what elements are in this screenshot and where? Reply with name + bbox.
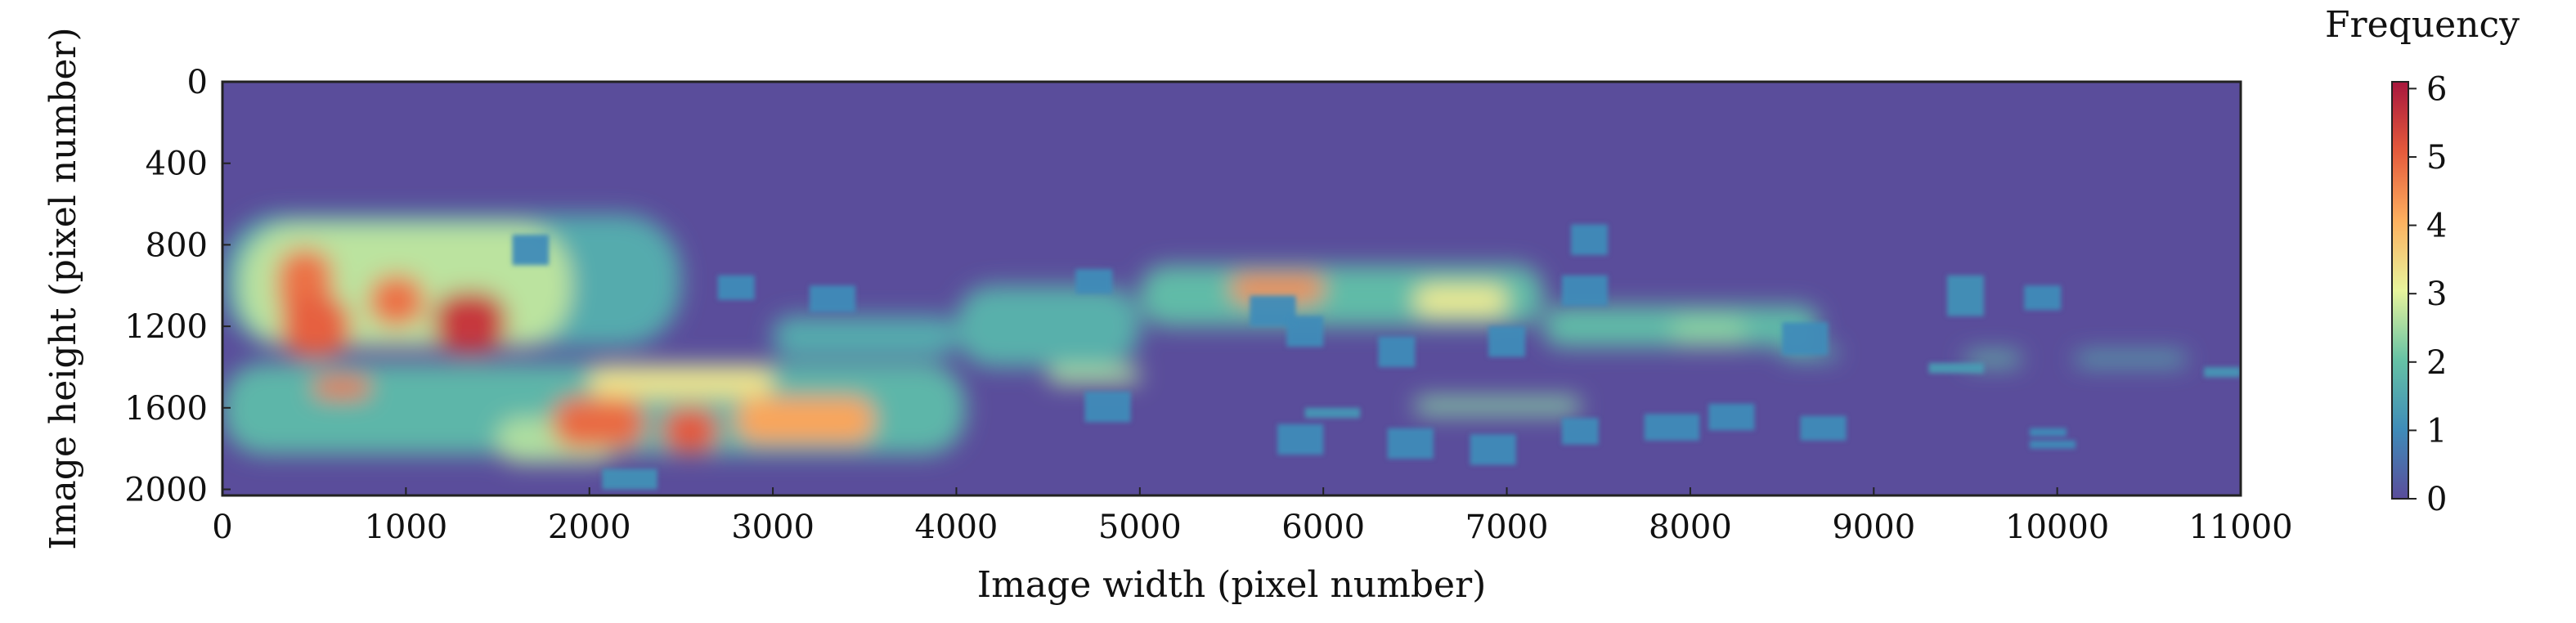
heat-patch [1708, 403, 1755, 431]
colorbar-tick-label: 6 [2426, 70, 2447, 108]
heat-region [589, 366, 774, 398]
x-axis-ticks: 0 1000 2000 3000 4000 5000 6000 7000 8000 9000 100… [212, 487, 2293, 546]
heat-patch [717, 275, 755, 300]
colorbar-tick-label: 1 [2426, 412, 2447, 450]
heat-patch [1387, 428, 1434, 459]
heat-region [736, 397, 874, 443]
heat-patch [1644, 414, 1700, 441]
heat-patch [1782, 322, 1829, 356]
heat-region [2076, 352, 2186, 365]
y-tick-label: 0 [187, 64, 208, 101]
plot-frame [221, 80, 2242, 497]
x-tick-label: 3000 [731, 509, 815, 546]
heat-region [1048, 366, 1140, 383]
x-tick-label: 4000 [915, 509, 999, 546]
x-tick-label: 9000 [1832, 509, 1915, 546]
heat-patch [1378, 336, 1416, 367]
x-tick-label: 2000 [548, 509, 631, 546]
heat-region [956, 285, 1140, 367]
heat-region [1232, 275, 1324, 303]
colorbar-tick-label: 4 [2426, 208, 2447, 245]
heat-patch [2029, 428, 2067, 437]
heat-patch [2029, 440, 2076, 449]
y-tick-label: 1600 [124, 390, 208, 428]
heat-patch [1571, 224, 1608, 255]
heat-patch [1488, 326, 1525, 357]
x-tick-label: 0 [212, 509, 232, 546]
heat-region [314, 377, 370, 398]
heat-region [280, 295, 352, 357]
y-tick-label: 800 [146, 226, 208, 264]
heat-patch [1470, 434, 1516, 465]
colorbar-tick-label: 2 [2426, 344, 2447, 382]
heat-region [662, 407, 718, 453]
heat-patch [1947, 275, 1984, 316]
x-tick-label: 8000 [1649, 509, 1732, 546]
colorbar [2391, 81, 2409, 500]
y-axis-ticks: 0 400 800 1200 1600 2000 [124, 64, 231, 509]
x-axis-title: Image width (pixel number) [977, 564, 1487, 606]
y-axis-title: Image height (pixel number) [43, 27, 84, 549]
heat-patch [602, 468, 657, 490]
x-tick-label: 10000 [2005, 509, 2109, 546]
heat-region [433, 291, 507, 353]
heat-patch [1277, 424, 1324, 455]
colorbar-title: Frequency [2325, 4, 2520, 46]
heat-region [773, 316, 957, 357]
heat-patch [1286, 316, 1324, 347]
heat-layer [222, 214, 2241, 490]
y-tick-label: 2000 [124, 472, 208, 509]
heat-patch [1075, 269, 1113, 294]
heat-region [1965, 352, 2021, 365]
heat-region [1415, 285, 1507, 316]
heat-region [1672, 316, 1746, 347]
heat-patch [512, 234, 550, 266]
heat-patch [809, 285, 856, 312]
x-tick-label: 6000 [1281, 509, 1365, 546]
heat-patch [2204, 366, 2241, 378]
heat-patch [1561, 418, 1599, 445]
x-tick-label: 7000 [1465, 509, 1549, 546]
y-tick-label: 400 [146, 146, 208, 183]
y-tick-label: 1200 [124, 308, 208, 346]
heat-region [369, 275, 424, 327]
heat-patch [1561, 275, 1608, 307]
heat-patch [1084, 391, 1131, 423]
x-tick-label: 11000 [2188, 509, 2292, 546]
heat-patch [1928, 362, 1984, 374]
colorbar-tick-label: 0 [2426, 481, 2447, 518]
heat-patch [1304, 407, 1361, 419]
colorbar-ticks: 0 1 2 3 4 5 6 [2408, 70, 2447, 518]
x-tick-label: 5000 [1098, 509, 1182, 546]
heat-patch [2024, 285, 2062, 311]
heat-region [552, 397, 645, 449]
heat-patch [1800, 415, 1847, 441]
colorbar-tick-label: 3 [2426, 276, 2447, 313]
heat-region [1415, 397, 1581, 415]
colorbar-tick-label: 5 [2426, 139, 2447, 177]
x-tick-label: 1000 [364, 509, 447, 546]
